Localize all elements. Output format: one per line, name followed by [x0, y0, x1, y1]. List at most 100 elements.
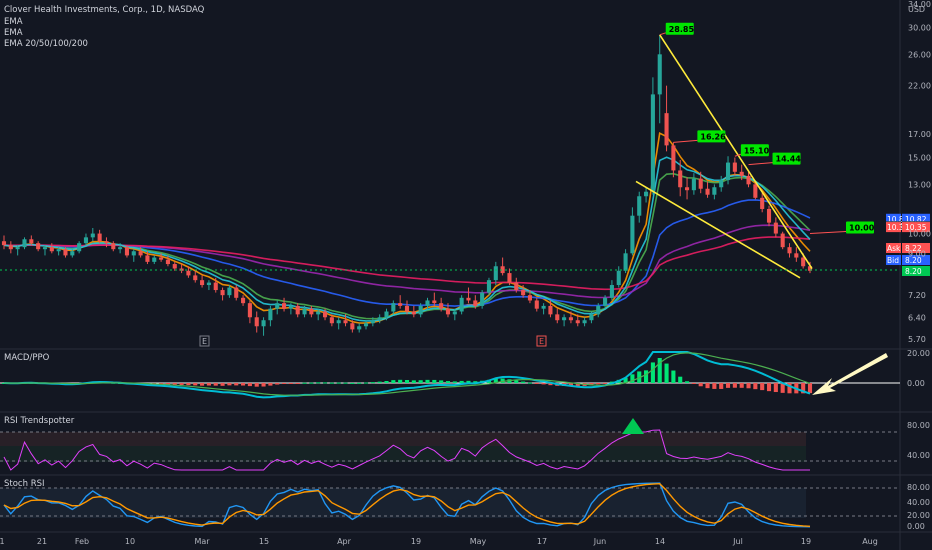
candle-body: [261, 320, 266, 327]
annotation-tag[interactable]: [846, 221, 874, 234]
macd-histogram-bar: [459, 380, 464, 383]
stoch-tick: 40.00: [907, 498, 930, 507]
candle-body: [719, 180, 724, 188]
arrow-annotation[interactable]: [812, 353, 888, 395]
candle-body: [288, 305, 293, 309]
price-axis[interactable]: 34.00 30.00 26.00 22.00 17.00 15.00 13.00 10.00…: [908, 0, 931, 344]
candle-body: [165, 259, 170, 265]
support-trendline[interactable]: [635, 180, 801, 279]
macd-tick: 0.00: [907, 379, 925, 388]
candle-body: [678, 170, 683, 188]
annotation-leader: [809, 231, 847, 235]
annotation-tag[interactable]: [697, 130, 726, 143]
indicator-label-ema-2[interactable]: EMA: [4, 28, 23, 38]
candle-body: [152, 257, 157, 262]
candle-body: [780, 233, 785, 248]
macd-histogram-bar: [336, 382, 341, 384]
candle-body: [363, 323, 369, 327]
candle-body: [282, 303, 287, 309]
candle-body: [548, 305, 553, 315]
indicator-label-ema-multi[interactable]: EMA 20/50/100/200: [4, 39, 88, 49]
macd-histogram-bar: [609, 381, 614, 383]
price-tag: [902, 243, 930, 253]
time-axis[interactable]: 1 21 Feb 10 Mar 15 Apr 19 May 17 Jun 14 Jul 19 Aug: [0, 537, 878, 546]
macd-histogram-bar: [541, 383, 546, 385]
macd-histogram-bar: [685, 381, 690, 383]
candle-body: [124, 247, 129, 256]
macd-histogram-bar: [350, 382, 355, 384]
earnings-marker[interactable]: E: [536, 335, 547, 347]
stoch-d-line: [3, 482, 811, 527]
candle-body: [329, 317, 334, 324]
macd-histogram-bar: [746, 383, 751, 389]
time-tick-label: 15: [259, 537, 269, 546]
macd-histogram-bar: [603, 383, 608, 384]
svg-text:E: E: [539, 337, 544, 346]
macd-histogram-bar: [589, 383, 594, 386]
macd-histogram-bar: [630, 374, 635, 383]
candle-body: [213, 282, 218, 291]
candle-body: [739, 171, 744, 176]
macd-tick: 20.00: [907, 349, 930, 358]
candle-body: [596, 305, 601, 315]
annotation-label: 15.10: [744, 146, 770, 155]
macd-histogram-bar: [432, 379, 437, 383]
candle-body: [521, 290, 526, 296]
candle-body: [507, 273, 512, 283]
macd-histogram-bar: [452, 381, 457, 383]
candle-body: [70, 251, 75, 256]
macd-histogram-bar: [466, 380, 471, 383]
macd-histogram-bar: [575, 383, 580, 387]
stoch-label[interactable]: Stoch RSI: [4, 479, 45, 489]
macd-histogram-bar: [691, 383, 696, 384]
annotation-tag[interactable]: [665, 22, 694, 35]
annotation-tag[interactable]: [740, 144, 769, 157]
time-tick-label: Jun: [593, 537, 607, 546]
macd-histogram-bar: [200, 383, 205, 386]
macd-histogram-bar: [370, 382, 375, 384]
annotation-label: 16.26: [700, 132, 726, 141]
candle-body: [36, 243, 41, 250]
annotation-label: 10.00: [849, 224, 875, 233]
candle-body: [234, 287, 239, 298]
candle-body: [637, 196, 642, 216]
candle-body: [90, 233, 95, 238]
candle-body: [97, 233, 102, 242]
candle-body: [712, 187, 717, 195]
candle-body: [760, 197, 765, 209]
candle-body: [275, 303, 280, 309]
stoch-tick: 0.00: [907, 522, 925, 531]
stoch-tick: 80.00: [907, 483, 930, 492]
candle-body: [1, 241, 7, 246]
macd-histogram-bar: [316, 382, 321, 384]
macd-histogram-bar: [671, 370, 676, 383]
candle-body: [227, 287, 232, 296]
macd-histogram-bar: [548, 383, 553, 386]
macd-histogram-bar: [234, 383, 239, 386]
price-tick-label: 15.00: [908, 153, 931, 162]
macd-histogram-bar: [801, 383, 806, 394]
annotation-label: 28.85: [669, 25, 695, 34]
candle-body: [357, 326, 362, 330]
price-tick-label: 13.00: [908, 180, 931, 189]
candle-body: [193, 275, 198, 281]
candle-body: [138, 251, 143, 256]
resistance-trendline[interactable]: [659, 34, 813, 269]
time-tick-label: Aug: [862, 537, 878, 546]
macd-label[interactable]: MACD/PPO: [4, 353, 50, 363]
candle-body: [459, 297, 464, 312]
macd-histogram-bar: [288, 383, 293, 384]
candle-body: [732, 162, 737, 172]
candle-body: [787, 247, 792, 254]
indicator-label-ema-1[interactable]: EMA: [4, 17, 23, 27]
earnings-marker[interactable]: E: [199, 335, 210, 347]
macd-histogram-bar: [650, 362, 655, 383]
macd-histogram-bar: [302, 382, 307, 384]
candle-body: [575, 320, 580, 324]
candle-body: [83, 237, 89, 244]
rsi-label[interactable]: RSI Trendspotter: [4, 416, 75, 426]
annotation-tag[interactable]: [772, 152, 801, 165]
macd-histogram-bar: [766, 383, 772, 392]
time-tick-label: 19: [801, 537, 811, 546]
